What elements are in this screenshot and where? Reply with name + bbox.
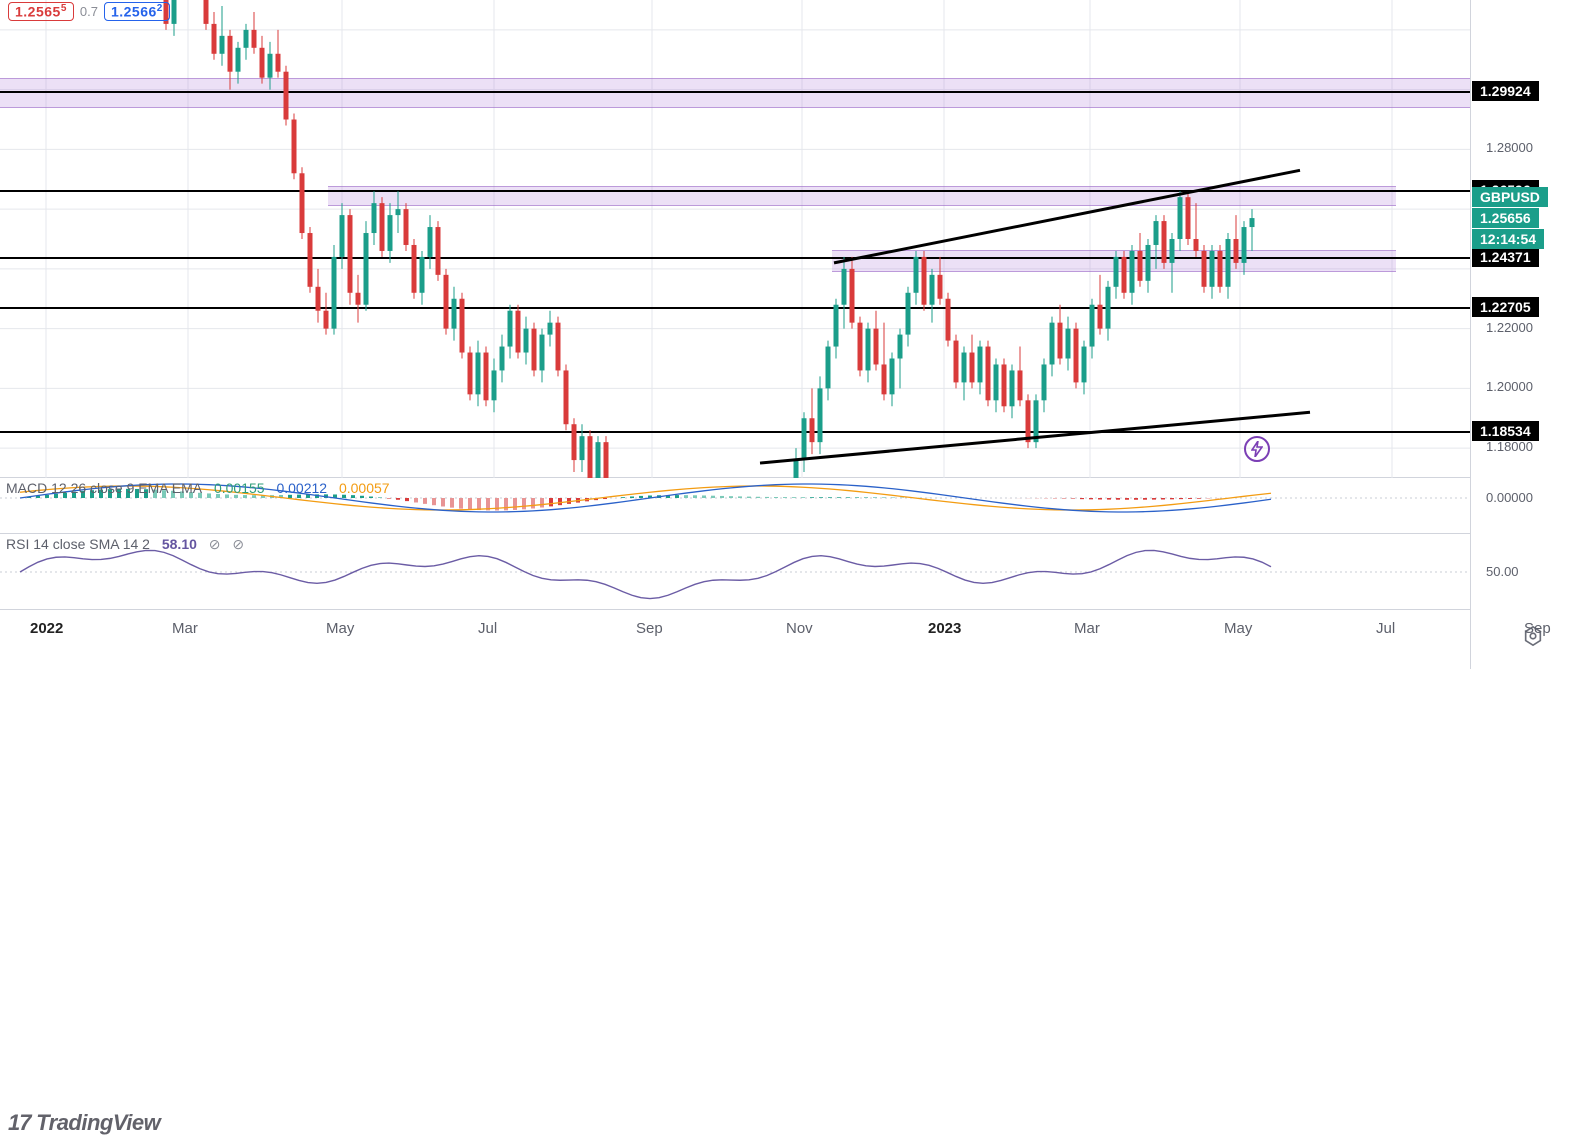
chart-area: 1.25655 0.7 1.25662 MACD 12 26 close 9 E… — [0, 0, 1470, 610]
ask-price: 1.25662 — [104, 2, 170, 21]
time-axis-label: Nov — [786, 620, 813, 637]
spread-value: 0.7 — [80, 4, 98, 19]
rsi-zero-icon: ⊘ — [232, 536, 244, 552]
macd-value-3: 0.00057 — [339, 480, 390, 496]
rsi-value: 58.10 — [162, 536, 197, 552]
bid-price: 1.25655 — [8, 2, 74, 21]
symbol-tag: GBPUSD — [1472, 187, 1548, 207]
time-axis-label: Mar — [1074, 620, 1100, 637]
ohlc-readout: 1.25655 0.7 1.25662 — [8, 2, 170, 21]
time-axis-label: Jul — [1376, 620, 1395, 637]
time-axis-label: Mar — [172, 620, 198, 637]
macd-value-1: 0.00155 — [214, 480, 265, 496]
price-scale-label: 1.18000 — [1486, 439, 1533, 454]
time-axis-label: Sep — [636, 620, 663, 637]
time-axis-label: Jul — [478, 620, 497, 637]
rsi-pane[interactable]: RSI 14 close SMA 14 2 58.10 ⊘ ⊘ 17 Tradi… — [0, 534, 1470, 610]
trendlines[interactable] — [0, 0, 1470, 478]
tradingview-watermark: 17 TradingView — [8, 1110, 160, 1136]
price-level-tag: 1.29924 — [1472, 81, 1539, 101]
macd-pane[interactable]: MACD 12 26 close 9 EMA EMA 0.00155 0.002… — [0, 478, 1470, 534]
time-axis[interactable] — [0, 610, 1470, 669]
time-axis-label: 2022 — [30, 620, 63, 637]
current-price-tag: 1.25656 — [1472, 208, 1539, 228]
price-level-tag: 1.18534 — [1472, 421, 1539, 441]
time-axis-label: 2023 — [928, 620, 961, 637]
price-scale-label: 1.28000 — [1486, 140, 1533, 155]
macd-label: MACD 12 26 close 9 EMA EMA 0.00155 0.002… — [6, 480, 398, 496]
countdown-tag: 12:14:54 — [1472, 229, 1544, 249]
price-pane[interactable]: 1.25655 0.7 1.25662 — [0, 0, 1470, 478]
rsi-zero-icon: ⊘ — [209, 536, 221, 552]
flash-icon[interactable] — [1244, 436, 1270, 462]
macd-zero-label: 0.00000 — [1486, 490, 1533, 505]
time-axis-label: Sep — [1524, 620, 1551, 637]
macd-value-2: 0.00212 — [276, 480, 327, 496]
rsi-label: RSI 14 close SMA 14 2 58.10 ⊘ ⊘ — [6, 536, 252, 553]
price-level-tag: 1.22705 — [1472, 297, 1539, 317]
price-scale-label: 1.22000 — [1486, 320, 1533, 335]
time-axis-label: May — [1224, 620, 1252, 637]
time-axis-label: May — [326, 620, 354, 637]
price-scale-label: 1.20000 — [1486, 379, 1533, 394]
price-level-tag: 1.24371 — [1472, 247, 1539, 267]
rsi-mid-label: 50.00 — [1486, 564, 1519, 579]
